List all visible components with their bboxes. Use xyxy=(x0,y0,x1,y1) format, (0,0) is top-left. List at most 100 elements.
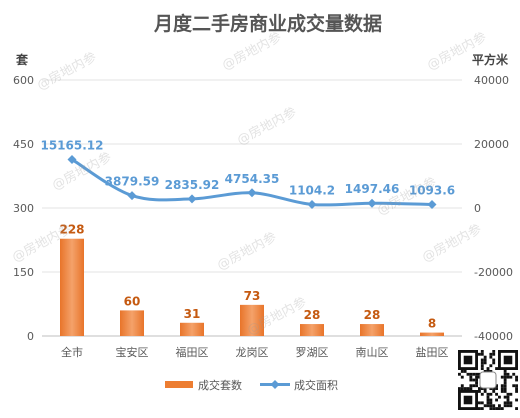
qr-module xyxy=(480,350,484,353)
qr-module xyxy=(475,372,478,376)
qr-module xyxy=(483,361,487,365)
bar xyxy=(60,238,84,336)
qr-module xyxy=(478,401,481,405)
left-tick-label: 600 xyxy=(13,74,34,87)
qr-module xyxy=(466,372,470,376)
qr-module xyxy=(503,375,507,379)
qr-module xyxy=(483,358,487,362)
bar-data-label: 31 xyxy=(184,307,201,321)
qr-module xyxy=(500,390,504,393)
qr-module xyxy=(489,404,493,408)
qr-module xyxy=(492,387,496,390)
qr-module xyxy=(478,390,481,393)
qr-module xyxy=(480,367,484,370)
qr-module xyxy=(512,384,516,388)
qr-module xyxy=(498,404,501,408)
watermark-text: @房地内参 xyxy=(234,104,299,149)
bar xyxy=(240,304,264,336)
left-axis-unit: 套 xyxy=(15,52,29,67)
qr-module xyxy=(483,387,487,390)
qr-module xyxy=(489,398,493,402)
qr-module xyxy=(495,387,498,390)
qr-module xyxy=(506,375,510,379)
qr-module xyxy=(503,372,507,376)
category-label: 盐田区 xyxy=(416,346,449,359)
qr-module xyxy=(495,367,498,370)
right-axis-ticks: -40000 -20000 0 20000 40000 xyxy=(474,74,513,343)
qr-module xyxy=(483,370,487,373)
right-tick-label: 40000 xyxy=(474,74,509,87)
line-data-label: 15165.12 xyxy=(40,138,103,152)
legend-label-line: 成交面积 xyxy=(294,378,338,392)
category-label: 南山区 xyxy=(356,346,389,359)
qr-module xyxy=(480,401,484,405)
line-data-label: 2835.92 xyxy=(165,178,220,192)
line-data-label: 3879.59 xyxy=(105,175,160,189)
qr-module xyxy=(478,372,481,376)
qr-module xyxy=(515,387,518,390)
qr-module xyxy=(492,404,496,408)
qr-module xyxy=(515,407,518,410)
qr-module xyxy=(486,401,490,405)
qr-module xyxy=(506,401,510,405)
bar-data-label: 28 xyxy=(364,308,381,322)
qr-module xyxy=(509,404,513,408)
line-data-label: 1104.2 xyxy=(289,183,335,197)
bar xyxy=(120,310,144,336)
qr-module xyxy=(475,378,478,382)
left-axis-ticks: 0 150 300 450 600 xyxy=(13,74,34,343)
qr-module xyxy=(475,375,478,379)
right-tick-label: -20000 xyxy=(474,266,513,279)
qr-module xyxy=(498,407,501,410)
gridlines xyxy=(42,79,462,337)
qr-module xyxy=(469,387,473,390)
qr-module xyxy=(483,404,487,408)
qr-module xyxy=(506,404,510,408)
qr-module xyxy=(486,404,490,408)
qr-module xyxy=(492,358,496,362)
qr-module xyxy=(489,352,493,356)
qr-code xyxy=(458,350,518,410)
line-data-label: 1497.46 xyxy=(345,182,400,196)
bar xyxy=(180,322,204,336)
qr-module xyxy=(492,361,496,365)
qr-module xyxy=(475,384,478,388)
legend: 成交套数 成交面积 xyxy=(165,378,338,392)
left-tick-label: 450 xyxy=(13,138,34,151)
qr-module xyxy=(495,398,498,402)
line-marker xyxy=(67,154,77,164)
qr-module xyxy=(460,370,464,373)
watermark-text: @房地内参 xyxy=(219,29,284,74)
qr-module xyxy=(500,407,504,410)
bar-data-label: 8 xyxy=(428,317,436,331)
line-marker xyxy=(367,198,377,208)
category-labels: 全市 宝安区 福田区 龙岗区 罗湖区 南山区 盐田区 xyxy=(61,345,449,359)
qr-module xyxy=(475,381,478,385)
qr-finder-core xyxy=(463,395,473,405)
line-marker xyxy=(127,191,137,201)
qr-module xyxy=(503,395,507,399)
qr-module xyxy=(515,390,518,393)
category-label: 龙岗区 xyxy=(236,346,269,359)
qr-module xyxy=(515,375,518,379)
qr-module xyxy=(500,375,504,379)
qr-module xyxy=(478,375,481,379)
legend-swatch-marker xyxy=(270,380,280,389)
qr-finder-core xyxy=(503,355,513,365)
qr-module xyxy=(500,387,504,390)
qr-module xyxy=(478,407,481,410)
qr-module xyxy=(489,364,493,368)
qr-module xyxy=(489,392,493,396)
qr-module xyxy=(509,375,513,379)
qr-module xyxy=(480,361,484,365)
qr-module xyxy=(492,407,496,410)
qr-module xyxy=(503,387,507,390)
bar-series: 228 60 31 73 28 28 8 xyxy=(59,223,444,336)
qr-module xyxy=(463,387,467,390)
bar-data-label: 28 xyxy=(304,308,321,322)
qr-module xyxy=(492,350,496,353)
watermark-text: @房地内参 xyxy=(419,221,484,266)
qr-module xyxy=(480,407,484,410)
line-series: 15165.12 3879.59 2835.92 4754.35 1104.2 1497.… xyxy=(40,138,455,210)
qr-module xyxy=(469,375,473,379)
